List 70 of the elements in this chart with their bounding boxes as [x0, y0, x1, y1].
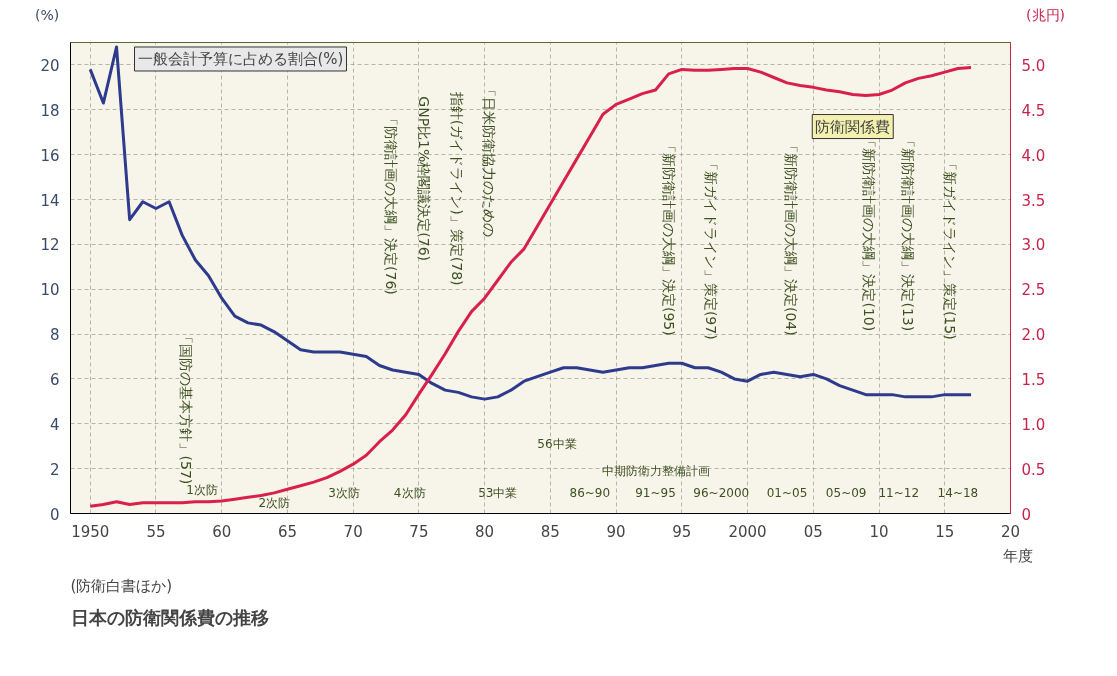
x-tick-label: 70	[343, 522, 363, 541]
annotation: 1次防	[186, 482, 218, 497]
annotation: 「国防の基本方針」(57)	[178, 329, 195, 485]
annotation: 11~12	[878, 486, 920, 501]
y-tick-label: 12	[40, 236, 60, 255]
annotation: 56中業	[537, 436, 577, 451]
annotation: 01~05	[766, 486, 808, 501]
x-tick-label: 1950	[71, 522, 110, 541]
y-tick-label: 0	[49, 505, 60, 524]
x-tick-label: 90	[606, 522, 626, 541]
annotation: 14~18	[937, 486, 979, 501]
x-tick-label: 95	[672, 522, 692, 541]
y-tick-label: 18	[40, 101, 60, 120]
x-tick-label: 2000	[728, 522, 767, 541]
y-axis-title: (%)	[35, 6, 60, 25]
annotation: 「防衛計画の大綱」決定(76)	[383, 112, 400, 295]
x-tick-label: 80	[475, 522, 495, 541]
y2-tick-label: 5.0	[1021, 56, 1046, 75]
y2-tick-label: 3.0	[1021, 236, 1046, 255]
y-tick-label: 4	[49, 415, 60, 434]
x-tick-label: 85	[540, 522, 560, 541]
y2-tick-label: 1.0	[1021, 415, 1046, 434]
annotation: 中期防衛力整備計画	[601, 463, 710, 478]
x-tick-label: 20	[1000, 522, 1021, 541]
annotation: 2次防	[258, 496, 291, 511]
x-tick-label: 65	[277, 522, 297, 541]
y-tick-label: 14	[40, 191, 60, 210]
series-label: 防衛関係費	[815, 117, 891, 136]
annotation: 53中業	[478, 486, 518, 501]
annotation: 3次防	[328, 486, 360, 501]
x-tick-label: 10	[869, 522, 889, 541]
x-axis-title: 年度	[1002, 546, 1033, 565]
x-tick-label: 15	[935, 522, 955, 541]
y2-tick-label: 2.5	[1021, 281, 1046, 300]
x-tick-label: 60	[212, 522, 232, 541]
series-label: 一般会計予算に占める割合(%)	[137, 49, 344, 68]
annotation: 86~90	[569, 486, 611, 501]
y2-tick-label: 0	[1021, 505, 1032, 524]
y2-tick-label: 1.5	[1021, 370, 1046, 389]
y-tick-label: 2	[49, 460, 60, 479]
x-tick-label: 05	[803, 522, 823, 541]
annotation: 「新防衛計画の大綱」決定(13)	[899, 134, 916, 332]
y-tick-label: 6	[49, 370, 60, 389]
y-tick-label: 8	[49, 326, 60, 345]
annotation: 「新防衛計画の大綱」決定(95)	[660, 138, 677, 336]
y2-tick-label: 3.5	[1021, 191, 1046, 210]
text: 日本の防衛関係費の推移	[70, 606, 269, 628]
y2-tick-label: 4.0	[1021, 146, 1046, 165]
y2-tick-label: 4.5	[1021, 101, 1046, 120]
x-tick-label: 55	[146, 522, 166, 541]
x-tick-label: 75	[409, 522, 429, 541]
annotation: 91~95	[635, 486, 676, 501]
line-series	[88, 45, 973, 401]
annotation: 「新ガイドライン」策定(15)	[942, 156, 959, 340]
annotation: 「新防衛計画の大綱」決定(04)	[782, 138, 799, 336]
y2-tick-label: 0.5	[1021, 460, 1046, 479]
annotation: 「日米防衛協力のための	[480, 82, 497, 237]
y-tick-label: 20	[40, 56, 60, 75]
text: (防衛白書ほか)	[70, 576, 173, 595]
annotation: 「新ガイドライン」策定(97)	[702, 156, 719, 340]
annotation: 96~2000	[693, 486, 750, 501]
annotation: 05~09	[825, 486, 867, 501]
annotation: 4次防	[393, 486, 426, 501]
y-tick-label: 10	[40, 281, 60, 300]
annotation: GNP比1%枠閣議決定(76)	[416, 96, 433, 262]
y2-tick-label: 2.0	[1021, 326, 1046, 345]
y-tick-label: 16	[40, 146, 60, 165]
annotation: 指針(ガイドライン)」策定(78)	[449, 90, 466, 286]
y2-axis-title: (兆円)	[1026, 6, 1065, 25]
annotation: 「新防衛計画の大綱」決定(10)	[860, 134, 877, 332]
